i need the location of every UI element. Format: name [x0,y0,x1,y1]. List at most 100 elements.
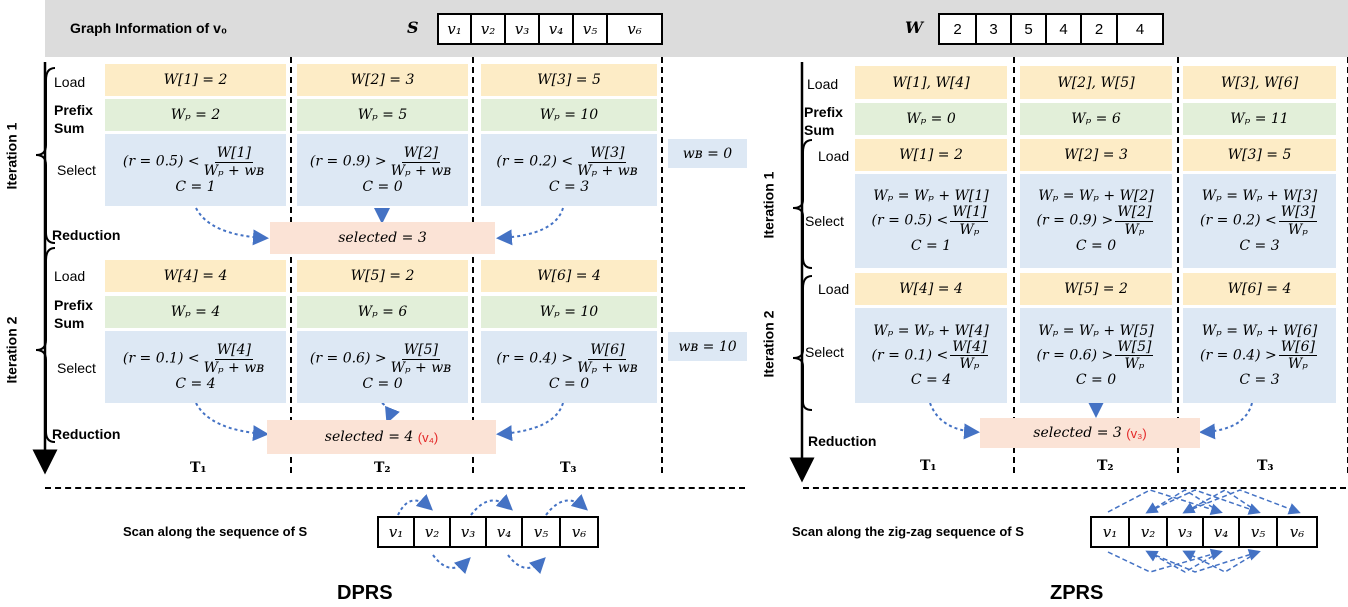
thread-label: T₃ [560,460,577,476]
select-den: Wₚ [959,356,980,372]
select-lhs: (r = 0.1) < [871,347,949,364]
select-c: C = 0 [548,375,590,392]
dprs-scan-arrow [432,554,471,575]
select-lhs: (r = 0.1) < [122,351,200,367]
select-c: C = 1 [175,178,216,195]
seq-cell: v₃ [1166,516,1204,548]
seq-cell: v₅ [1238,516,1278,548]
zprs-iter2-bracket [792,275,813,411]
select-c: C = 3 [548,178,590,195]
thread-label: T₂ [374,460,391,476]
zprs-load-cell: W[6] = 4 [1183,273,1336,305]
select-lhs: (r = 0.9) > [309,154,387,170]
zprs-reduction-label: Reduction [808,433,877,449]
dprs-prefix-cell: Wₚ = 5 [297,99,468,131]
zprs-reduce-arrow [929,402,980,440]
w-array-label: W [905,18,923,37]
select-lhs: (r = 0.9) > [1036,213,1114,229]
dprs-prefix-cell: Wₚ = 10 [481,296,657,328]
zprs-select-cell: Wₚ = Wₚ + W[6] (r = 0.4) > W[6] Wₚ C = 3 [1183,308,1336,403]
selected-value: selected = 3 [1033,425,1122,441]
seq-cell: v₆ [1276,516,1318,548]
s-cell: v₃ [504,13,540,45]
zprs-load-label: Load [818,281,850,297]
select-num: W[6] [1278,338,1317,356]
select-num: W[3] [588,145,627,163]
zprs-title: ZPRS [1050,582,1104,604]
select-c: C = 0 [1075,372,1117,389]
zprs-select-cell: Wₚ = Wₚ + W[3] (r = 0.2) < W[3] Wₚ C = 3 [1183,174,1336,268]
dprs-reduction-label: Reduction [52,426,121,442]
select-update: Wₚ = Wₚ + W[1] [873,188,989,205]
zprs-load-cell: W[4] = 4 [855,273,1007,305]
dprs-scan-arrow [545,494,588,516]
select-c: C = 4 [910,372,952,389]
thread-label: T₁ [190,460,207,476]
zprs-reduce-arrow [1199,402,1253,440]
w-cell: 2 [938,13,977,45]
select-den: Wₚ + wʙ [390,359,452,376]
dprs-scan-arrow [507,554,546,575]
select-lhs: (r = 0.5) < [122,154,200,170]
dprs-load-cell: W[6] = 4 [481,260,657,292]
seq-cell: v₄ [1202,516,1240,548]
seq-cell: v₃ [449,516,487,548]
seq-cell: v₁ [1090,516,1130,548]
select-c: C = 1 [910,237,952,254]
dprs-iter2-bracket [35,247,56,443]
select-den: Wₚ + wʙ [577,359,638,376]
zprs-load-label: Load [818,148,850,164]
dprs-load-cell: W[4] = 4 [105,260,286,292]
dprs-selected-cell: selected = 4 (v₄) [267,420,496,454]
selected-vertex: (v₃) [1126,425,1147,441]
dprs-reduction-label: Reduction [52,227,121,243]
zprs-prefix-label: Prefix [804,104,843,120]
zprs-scan-label: Scan along the zig-zag sequence of S [792,524,1024,539]
select-c: C = 3 [1239,372,1280,389]
dprs-prefix-cell: Wₚ = 10 [481,99,657,131]
dprs-iter2-label: Iteration 2 [3,316,20,384]
select-update: Wₚ = Wₚ + W[3] [1201,188,1318,205]
dprs-select-cell: (r = 0.9) > W[2] Wₚ + wʙ C = 0 [297,134,468,206]
dprs-reduce-arrow [381,402,400,424]
dprs-load-label: Load [54,268,86,284]
select-c: C = 3 [1239,237,1280,254]
select-c: C = 0 [362,375,403,392]
dprs-load-label: Load [54,74,86,90]
select-lhs: (r = 0.2) < [496,154,574,170]
dprs-prefix-cell: Wₚ = 2 [105,99,286,131]
dprs-col-divider [290,57,292,473]
seq-cell: v₅ [521,516,561,548]
dprs-prefix-label: Prefix [54,102,93,118]
zprs-prefix-cell: Wₚ = 6 [1020,103,1172,135]
dprs-iter1-bracket [35,67,56,244]
dprs-scan-label: Scan along the sequence of S [123,524,307,539]
select-num: W[2] [1115,204,1154,222]
select-num: W[4] [214,342,253,360]
thread-label: T₁ [920,458,937,474]
select-den: Wₚ + wʙ [390,162,452,179]
select-update: Wₚ = Wₚ + W[5] [1038,322,1154,339]
zprs-load-cell: W[1] = 2 [855,139,1007,171]
dprs-col-divider [472,57,474,473]
dprs-select-label: Select [57,360,96,376]
zprs-sum-label: Sum [804,122,835,138]
select-den: Wₚ + wʙ [203,162,265,179]
zprs-select-cell: Wₚ = Wₚ + W[2] (r = 0.9) > W[2] Wₚ C = 0 [1020,174,1172,268]
zprs-prefix-cell: Wₚ = 11 [1183,103,1336,135]
s-cell: v₆ [606,13,663,45]
select-lhs: (r = 0.4) > [496,351,574,367]
select-c: C = 0 [1075,237,1117,254]
dprs-iter1-label: Iteration 1 [3,122,20,190]
zprs-select-label: Select [805,344,844,360]
zprs-load-label: Load [807,76,839,92]
dprs-select-label: Select [57,162,96,178]
dprs-select-cell: (r = 0.4) > W[6] Wₚ + wʙ C = 0 [481,331,657,403]
dprs-select-cell: (r = 0.2) < W[3] Wₚ + wʙ C = 3 [481,134,657,206]
selected-vertex: (v₄) [417,429,439,445]
zprs-preload-cell: W[2], W[5] [1020,66,1172,99]
zprs-select-cell: Wₚ = Wₚ + W[5] (r = 0.6) > W[5] Wₚ C = 0 [1020,308,1172,403]
w-cell: 4 [1116,13,1164,45]
select-num: W[6] [588,342,627,360]
dprs-load-cell: W[2] = 3 [297,64,468,96]
